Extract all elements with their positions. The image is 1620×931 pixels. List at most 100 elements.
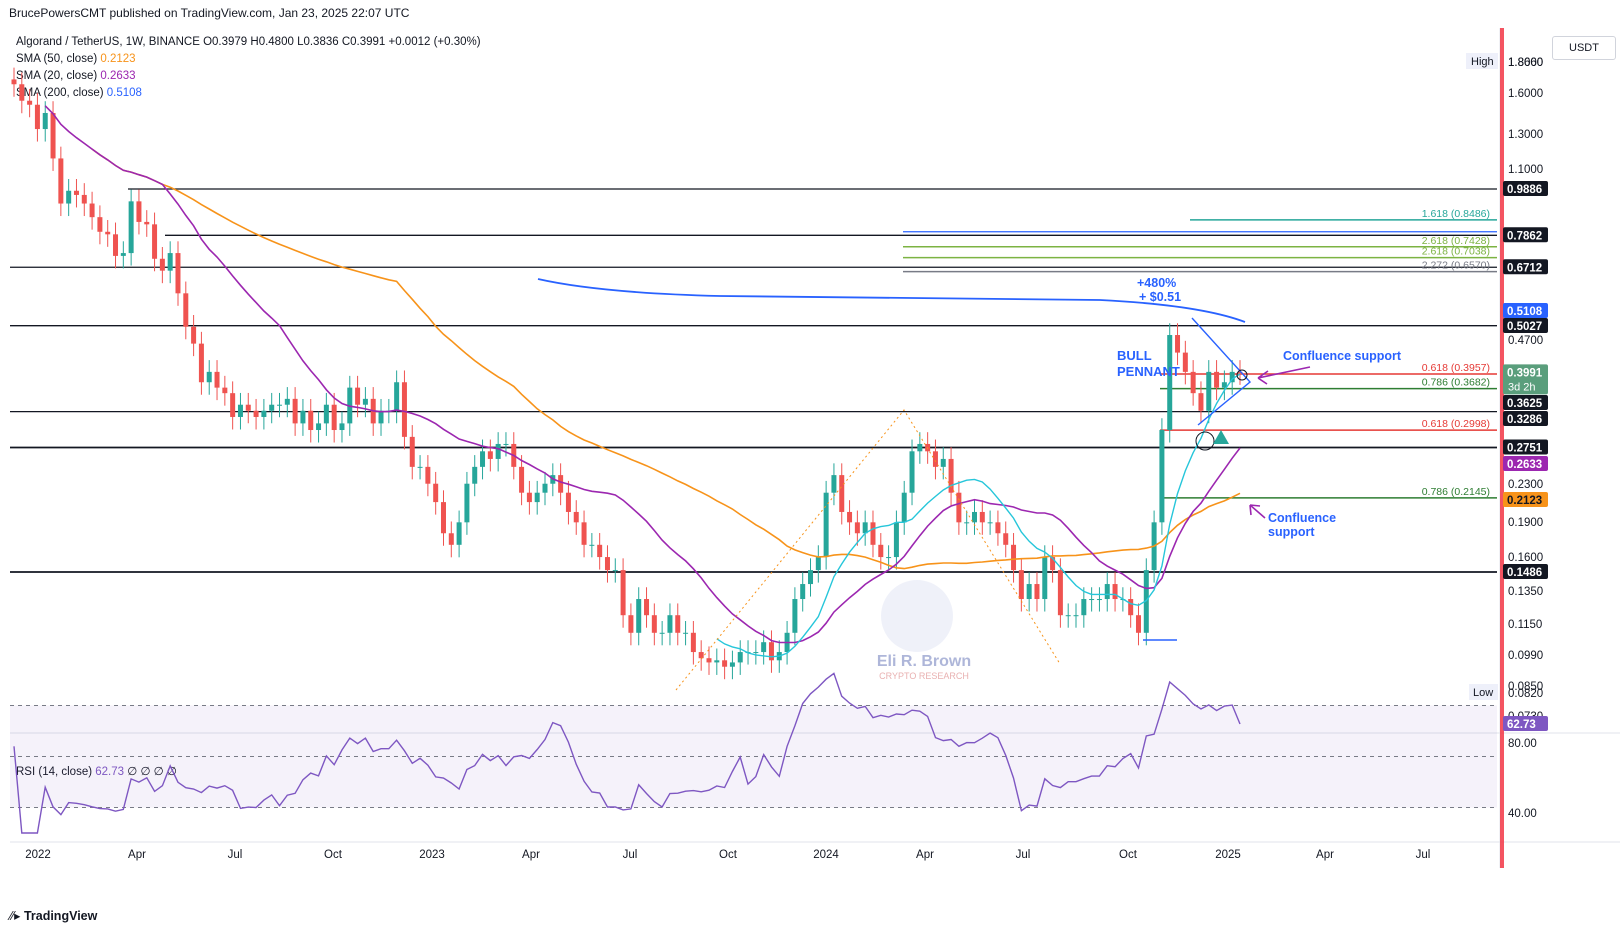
currency-selector[interactable]: USDT [1552,36,1616,60]
candle-body [558,475,564,493]
candle-body [1198,393,1204,411]
legend-sma20[interactable]: SMA (20, close) 0.2633 [16,68,481,85]
candle-body [1206,371,1212,411]
pennant-lines[interactable] [1191,317,1252,426]
bull-annotation: BULL [1117,348,1152,363]
legend-symbol-row[interactable]: Algorand / TetherUS, 1W, BINANCE O0.3979… [16,34,481,51]
candle-body [1237,371,1243,373]
symbol-name[interactable]: Algorand / TetherUS, 1W, BINANCE [16,36,200,48]
candle-body [722,660,728,667]
candle-body [89,203,95,218]
fib-level-label: 2.618 (0.7038) [1422,246,1490,258]
candle-body [667,615,673,633]
candle-body [1221,382,1227,388]
sma50-label: SMA (50, close) [16,53,98,65]
candle-body [152,224,158,259]
pennant-annotation: PENNANT [1117,364,1180,379]
price-axis-label: 0.3625 [1507,398,1543,410]
x-tick-label: Apr [1316,849,1334,861]
candle-body [464,483,470,523]
support-annotation: support [1268,525,1315,539]
candle-body [1167,335,1173,431]
candle-body [113,234,119,256]
candle-body [183,293,189,327]
y-tick-label: 0.0990 [1508,650,1543,662]
legend-sma50[interactable]: SMA (50, close) 0.2123 [16,51,481,68]
candle-body [1159,430,1165,523]
candle-body [81,194,87,204]
rsi-value: 62.73 [95,766,125,778]
candle-body [73,190,79,195]
candle-body [870,522,876,545]
candle-body [737,652,743,663]
y-tick-label: 0.1600 [1508,552,1543,564]
candle-body [300,410,306,424]
candle-body [1214,371,1220,388]
candle-body [1229,371,1235,383]
fib-level-label: 2.618 (0.7428) [1422,235,1490,247]
candle-body [964,522,970,524]
sma-short-line[interactable] [716,373,1241,658]
rsi-extra: ∅ ∅ ∅ ∅ [127,766,177,778]
candle-body [128,201,134,254]
trend-swing-lines[interactable] [675,409,1061,691]
candle-body [323,404,329,424]
candle-body [995,522,1001,534]
tradingview-logo[interactable]: ⁄⁄▸ TradingView [10,908,97,923]
x-tick-label: Jul [1416,849,1431,861]
candle-body [1096,599,1102,601]
candle-body [628,615,634,633]
candle-body [729,662,735,667]
candle-body [97,217,103,232]
candle-body [34,104,40,130]
y-tick-label: 0.0850 [1508,681,1543,693]
candle-body [167,253,173,271]
rsi-y-tick-label: 80.00 [1508,738,1537,750]
candle-body [542,483,548,493]
candle-body [27,100,33,105]
candle-body [401,382,407,437]
sma50-line[interactable] [91,148,1241,570]
publisher-line: BrucePowersCMT published on TradingView.… [9,6,410,20]
candle-body [11,79,17,85]
candle-body [284,398,290,405]
sma20-line[interactable] [44,105,1241,644]
x-tick-label: Oct [324,849,343,861]
candle-body [979,511,985,523]
x-tick-label: Jul [228,849,243,861]
candle-body [620,570,626,616]
candle-body [878,544,884,558]
candle-body [893,522,899,558]
rsi-axis-label-bg [1503,716,1548,732]
price-axis-label: 0.3991 [1507,367,1543,379]
candle-body [487,451,493,459]
candle-body [417,466,423,468]
candle-body [831,475,837,493]
candle-body [237,404,243,417]
candle-body [589,544,595,546]
crosshair-circle-icon [1236,369,1248,381]
x-tick-label: Apr [128,849,146,861]
price-axis-label-bg [1503,318,1548,333]
candle-body [886,557,892,559]
candle-body [1026,584,1032,600]
candle-body [1073,615,1079,617]
price-axis-label: 0.2751 [1507,443,1543,455]
candle-body [1104,584,1110,600]
candle-body [971,511,977,523]
candle-body [534,492,540,503]
fib-level-label: 1.618 (0.8486) [1422,208,1490,220]
candle-body [261,410,267,417]
rsi-line[interactable] [13,672,1241,834]
sma200-line[interactable] [537,278,1246,323]
rsi-legend[interactable]: RSI (14, close) 62.73 ∅ ∅ ∅ ∅ [16,764,177,778]
price-axis-label-bg [1503,227,1548,243]
candle-body [448,533,454,545]
high-label-bg [1466,53,1498,69]
up-arrow-icon [1213,430,1229,444]
candle-body [1050,557,1056,571]
candle-body [472,466,478,484]
watermark-name: Eli R. Brown [877,653,971,670]
x-tick-label: Jul [1016,849,1031,861]
